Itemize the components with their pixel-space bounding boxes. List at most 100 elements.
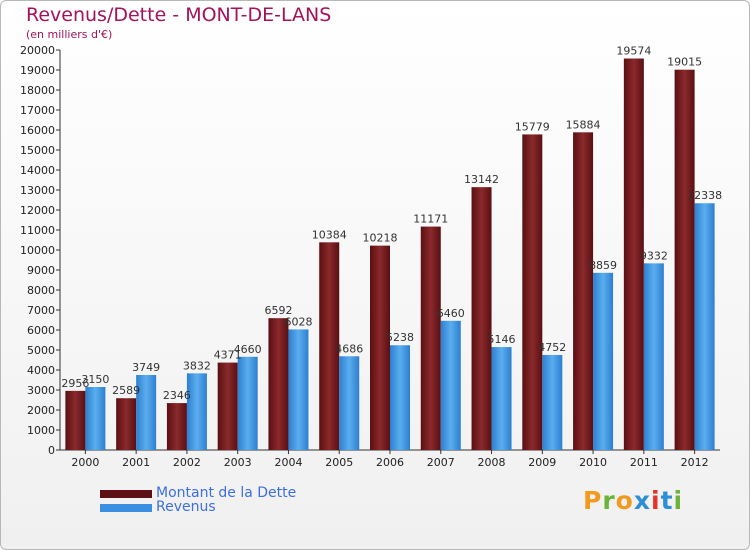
chart-subtitle: (en milliers d'€) — [26, 28, 113, 41]
y-tick-label: 5000 — [27, 344, 55, 357]
bar-revenus — [288, 329, 309, 450]
bar-debt — [166, 403, 187, 450]
data-label-revenus: 4660 — [234, 343, 262, 356]
logo-letter: P — [583, 486, 603, 515]
bar-debt — [573, 132, 594, 450]
y-tick-label: 0 — [48, 444, 55, 457]
y-tick-label: 19000 — [20, 64, 55, 77]
x-tick-label: 2002 — [173, 456, 201, 469]
chart-bars — [65, 58, 715, 451]
x-tick-label: 2009 — [528, 456, 556, 469]
legend-label-revenus: Revenus — [156, 499, 216, 515]
chart-axes: 0 1000 2000 3000 4000 5000 6000 7000 8000 9000 100… — [20, 44, 720, 469]
data-label-debt: 4371 — [214, 349, 242, 362]
data-label-debt: 10384 — [312, 228, 347, 241]
y-tick-label: 13000 — [20, 184, 55, 197]
data-label-revenus: 3832 — [183, 359, 211, 372]
data-label-debt: 2956 — [61, 377, 89, 390]
y-tick-label: 17000 — [20, 104, 55, 117]
data-label-revenus: 5146 — [488, 333, 516, 346]
data-label-debt: 11171 — [413, 213, 448, 226]
bar-debt — [268, 318, 289, 450]
data-label-debt: 15779 — [515, 120, 550, 133]
y-tick-label: 3000 — [27, 384, 55, 397]
data-label-debt: 2589 — [112, 384, 140, 397]
bar-revenus — [542, 354, 563, 450]
bar-revenus — [593, 272, 614, 450]
y-tick-label: 20000 — [20, 44, 55, 57]
bar-debt — [471, 187, 492, 450]
data-label-debt: 6592 — [264, 304, 292, 317]
x-tick-label: 2006 — [376, 456, 404, 469]
logo-letter: o — [615, 486, 634, 515]
legend-swatch-revenus — [100, 504, 152, 512]
x-tick-label: 2012 — [681, 456, 709, 469]
y-tick-label: 15000 — [20, 144, 55, 157]
bar-revenus — [237, 356, 258, 450]
y-tick-label: 4000 — [27, 364, 55, 377]
x-tick-label: 2003 — [224, 456, 252, 469]
x-tick-label: 2008 — [478, 456, 506, 469]
legend-swatch-debt — [100, 490, 152, 498]
data-label-debt: 13142 — [464, 173, 499, 186]
bar-debt — [674, 69, 695, 450]
y-tick-label: 14000 — [20, 164, 55, 177]
bar-debt — [116, 398, 137, 450]
y-tick-label: 12000 — [20, 204, 55, 217]
bar-debt — [217, 362, 238, 450]
logo-letter: i — [673, 486, 684, 515]
x-tick-label: 2004 — [274, 456, 302, 469]
bar-revenus — [643, 263, 664, 450]
x-tick-label: 2011 — [630, 456, 658, 469]
y-tick-label: 1000 — [27, 424, 55, 437]
y-tick-label: 6000 — [27, 324, 55, 337]
x-tick-label: 2001 — [122, 456, 150, 469]
data-label-debt: 10218 — [363, 232, 398, 245]
data-label-revenus: 9332 — [640, 249, 668, 262]
data-label-revenus: 4752 — [538, 341, 566, 354]
proxiti-logo: Proxiti — [583, 486, 683, 515]
x-tick-label: 2005 — [325, 456, 353, 469]
data-label-revenus: 6460 — [437, 307, 465, 320]
x-tick-label: 2010 — [579, 456, 607, 469]
bar-debt — [319, 242, 340, 450]
data-label-revenus: 8859 — [589, 259, 617, 272]
data-label-debt: 19015 — [667, 56, 702, 69]
bar-revenus — [339, 356, 360, 450]
data-label-debt: 19574 — [616, 45, 651, 58]
x-tick-label: 2000 — [71, 456, 99, 469]
y-tick-label: 9000 — [27, 264, 55, 277]
data-label-revenus: 4686 — [335, 342, 363, 355]
data-label-debt: 2346 — [163, 389, 191, 402]
logo-letter: x — [633, 486, 651, 515]
bar-revenus — [440, 320, 461, 450]
y-tick-label: 16000 — [20, 124, 55, 137]
bar-revenus — [85, 387, 106, 450]
bar-debt — [420, 226, 441, 450]
y-tick-label: 2000 — [27, 404, 55, 417]
y-tick-label: 11000 — [20, 224, 55, 237]
data-label-revenus: 3749 — [132, 361, 160, 374]
data-label-revenus: 6028 — [284, 315, 312, 328]
bar-revenus — [136, 375, 157, 450]
y-tick-label: 18000 — [20, 84, 55, 97]
legend-label-debt: Montant de la Dette — [156, 485, 297, 501]
data-label-revenus: 3150 — [81, 373, 109, 386]
bar-revenus — [694, 203, 715, 450]
bar-debt — [65, 390, 86, 450]
y-tick-label: 7000 — [27, 304, 55, 317]
y-tick-label: 8000 — [27, 284, 55, 297]
logo-letter: t — [660, 486, 674, 515]
data-label-debt: 15884 — [566, 118, 601, 131]
bar-debt — [522, 134, 543, 451]
data-label-revenus: 5238 — [386, 331, 414, 344]
bar-revenus — [491, 347, 512, 450]
bar-debt — [370, 245, 390, 450]
bar-revenus — [390, 345, 410, 450]
x-tick-label: 2007 — [427, 456, 455, 469]
logo-letter: i — [651, 486, 661, 515]
logo-letter: r — [602, 486, 616, 515]
y-tick-label: 10000 — [20, 244, 55, 257]
